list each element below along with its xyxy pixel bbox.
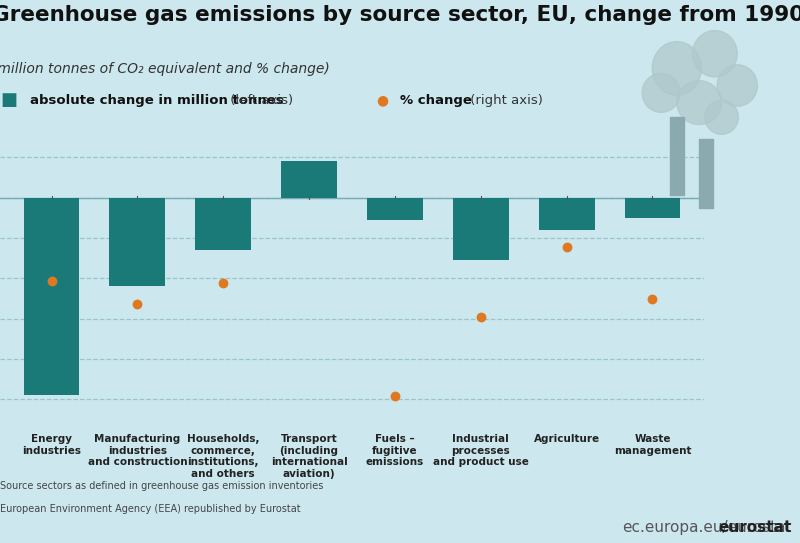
Text: European Environment Agency (EEA) republished by Eurostat: European Environment Agency (EEA) republ… bbox=[0, 504, 301, 514]
Bar bbox=[195, 198, 251, 250]
Point bbox=[560, 243, 573, 252]
Bar bbox=[670, 117, 683, 195]
Point bbox=[389, 392, 402, 401]
Text: eurostat: eurostat bbox=[718, 520, 792, 535]
Bar bbox=[625, 198, 680, 218]
Text: (left axis): (left axis) bbox=[226, 94, 294, 107]
Text: Greenhouse gas emissions by source sector, EU, change from 1990 to 2020: Greenhouse gas emissions by source secto… bbox=[0, 5, 800, 26]
Text: ■: ■ bbox=[0, 91, 17, 110]
Text: absolute change in million tonnes: absolute change in million tonnes bbox=[30, 94, 284, 107]
Bar bbox=[538, 198, 594, 230]
Bar bbox=[281, 161, 337, 198]
Ellipse shape bbox=[717, 65, 758, 106]
Bar bbox=[367, 198, 423, 220]
Point bbox=[474, 313, 487, 321]
Ellipse shape bbox=[642, 73, 680, 112]
Point bbox=[131, 300, 144, 308]
Bar bbox=[24, 198, 79, 395]
Ellipse shape bbox=[652, 42, 702, 95]
Text: ●: ● bbox=[376, 93, 388, 108]
Bar bbox=[110, 198, 166, 286]
Point bbox=[302, 128, 315, 136]
Text: Source sectors as defined in greenhouse gas emission inventories: Source sectors as defined in greenhouse … bbox=[0, 481, 323, 490]
Bar bbox=[699, 139, 713, 207]
Text: (right axis): (right axis) bbox=[466, 94, 543, 107]
Point bbox=[646, 295, 659, 304]
Point bbox=[45, 277, 58, 286]
Bar bbox=[453, 198, 509, 260]
Text: ec.europa.eu/eurostat: ec.europa.eu/eurostat bbox=[622, 520, 792, 535]
Ellipse shape bbox=[693, 30, 738, 77]
Text: % change: % change bbox=[400, 94, 472, 107]
Ellipse shape bbox=[677, 81, 722, 125]
Ellipse shape bbox=[705, 100, 738, 134]
Text: (million tonnes of CO₂ equivalent and % change): (million tonnes of CO₂ equivalent and % … bbox=[0, 62, 330, 77]
Point bbox=[217, 279, 230, 288]
